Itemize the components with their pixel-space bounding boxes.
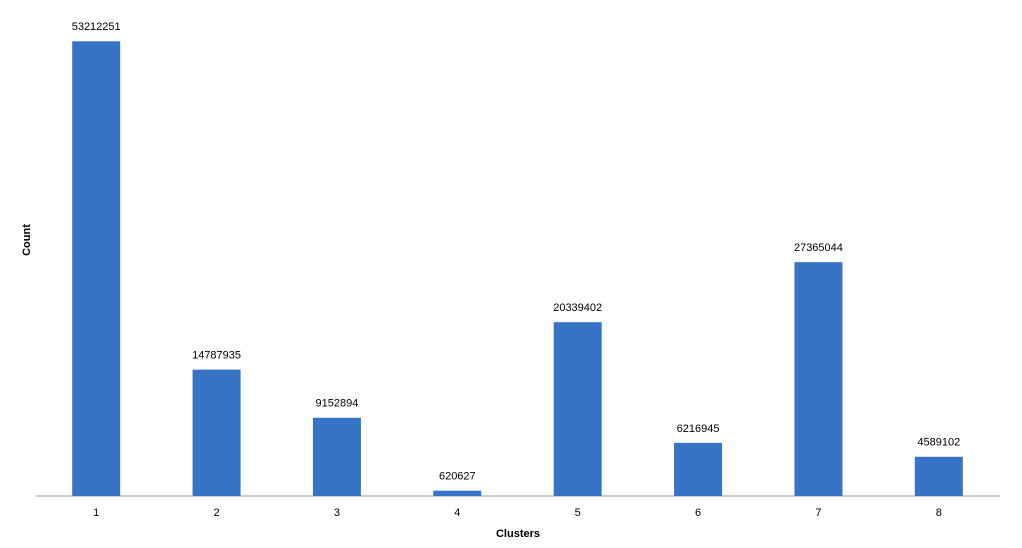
- bar: [72, 41, 121, 496]
- value-label: 20339402: [553, 302, 602, 314]
- x-tick-label: 3: [334, 507, 340, 519]
- value-label: 14787935: [192, 350, 241, 362]
- bar: [192, 369, 241, 496]
- value-label: 27365044: [794, 242, 843, 254]
- x-tick-label: 4: [454, 507, 460, 519]
- x-tick-label: 7: [815, 507, 821, 519]
- bar: [674, 442, 723, 496]
- value-label: 4589102: [917, 437, 960, 449]
- bar: [914, 456, 963, 496]
- value-label: 9152894: [316, 398, 359, 410]
- bar: [433, 490, 482, 496]
- bar: [312, 417, 361, 496]
- y-axis-title: Count: [21, 224, 33, 256]
- bar: [794, 262, 843, 496]
- value-label: 620627: [439, 471, 476, 483]
- x-tick-label: 2: [214, 507, 220, 519]
- x-axis-title: Clusters: [496, 528, 540, 540]
- x-tick-label: 1: [93, 507, 99, 519]
- x-tick-label: 5: [575, 507, 581, 519]
- x-tick-label: 6: [695, 507, 701, 519]
- value-label: 53212251: [72, 21, 121, 33]
- x-tick-label: 8: [936, 507, 942, 519]
- value-label: 6216945: [677, 423, 720, 435]
- bar: [553, 322, 602, 496]
